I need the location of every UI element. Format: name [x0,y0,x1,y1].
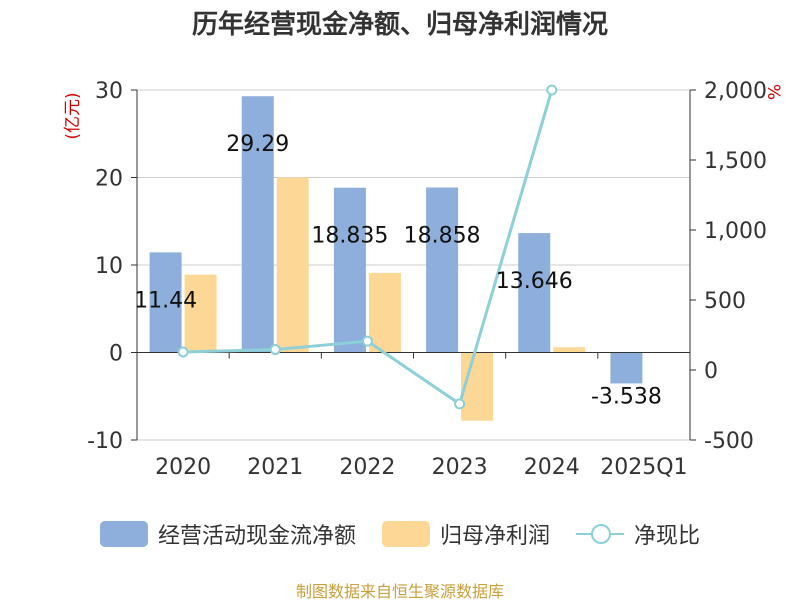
legend-label-net-profit: 归母净利润 [439,524,550,549]
category-label: 2021 [247,455,303,480]
category-label: 2024 [524,455,580,480]
data-label-cashflow: -3.538 [591,384,662,409]
bar-net-profit [276,177,309,353]
left-tick-label: 30 [95,79,123,104]
data-label-cashflow: 13.646 [496,269,573,294]
data-label-cashflow: 18.835 [311,224,388,249]
legend: 经营活动现金流净额 归母净利润 净现比 [0,518,800,550]
left-axis-unit: (亿元) [63,92,83,139]
point-ratio [177,346,189,358]
legend-swatch-net-profit [381,521,430,547]
point-ratio [361,335,373,347]
bar-cashflow [610,352,643,384]
grid-lines [137,89,690,441]
data-labels: 11.44 29.29 18.835 18.858 13.646 -3.538 [134,132,662,409]
right-tick-label: 1,500 [704,149,767,174]
bar-cashflow [149,252,182,353]
bar-net-profit [368,272,401,353]
point-ratio [546,84,558,96]
left-tick-label: 10 [95,254,123,279]
legend-swatch-cashflow [99,521,148,547]
right-tick-label: -500 [704,429,754,454]
category-label: 2022 [339,455,395,480]
right-axis-unit: % [763,84,783,100]
left-tick-label: 0 [109,342,123,367]
right-tick-label: 1,000 [704,219,767,244]
bar-marks [149,96,678,421]
bar-cashflow [426,187,459,353]
legend-item-cashflow[interactable]: 经营活动现金流净额 [99,518,356,550]
chart-title: 历年经营现金净额、归母净利润情况 [191,10,608,40]
category-label: 2025Q1 [600,455,687,480]
left-tick-label: 20 [95,167,123,192]
legend-line-ratio [576,521,624,547]
category-label: 2023 [432,455,488,480]
bar-cashflow [241,96,274,353]
point-ratio [454,398,466,410]
data-label-cashflow: 18.858 [404,223,481,248]
legend-label-cashflow: 经营活动现金流净额 [157,524,356,549]
bar-cashflow [518,233,551,353]
line-series [177,84,558,410]
left-tick-label: -10 [87,429,123,454]
right-tick-label: 500 [704,289,746,314]
source-note: 制图数据来自恒生聚源数据库 [295,582,504,601]
data-label-cashflow: 11.44 [134,288,197,313]
bar-cashflow [333,187,366,353]
right-tick-label: 0 [704,359,718,384]
right-tick-label: 2,000 [704,79,767,104]
axes: 30 20 10 0 -10 2,000 1,500 1,000 500 0 -500 (亿元)% 20… [63,79,783,480]
data-label-cashflow: 29.29 [226,132,289,157]
bar-net-profit [461,352,494,421]
point-ratio [269,344,281,356]
legend-item-net-profit[interactable]: 归母净利润 [381,518,550,550]
category-label: 2020 [155,455,211,480]
bar-net-profit [184,274,217,353]
legend-item-ratio[interactable]: 净现比 [576,518,700,550]
legend-label-ratio: 净现比 [634,524,701,549]
bar-net-profit [553,347,586,353]
